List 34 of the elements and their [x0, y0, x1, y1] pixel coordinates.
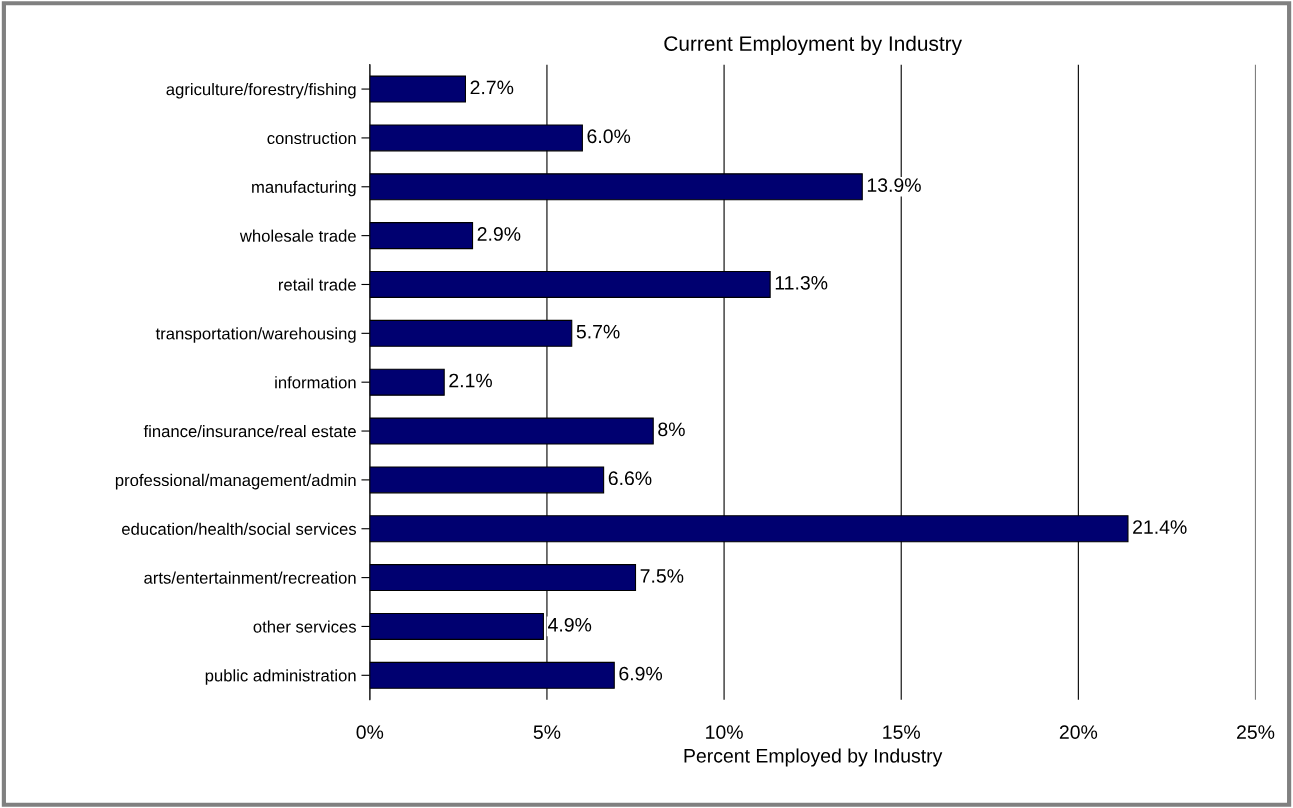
y-tick-label: wholesale trade: [239, 229, 356, 242]
data-label: 5.7%: [576, 324, 620, 339]
x-tick-label: 20%: [1059, 725, 1098, 740]
x-axis-title: Percent Employed by Industry: [684, 748, 943, 767]
x-tick-label: 15%: [883, 725, 920, 740]
chart-title: Current Employment by Industry: [664, 35, 962, 56]
data-label: 13.9%: [867, 178, 921, 192]
x-tick-label: 0%: [356, 725, 384, 740]
y-tick-label: construction: [267, 131, 356, 145]
x-tick-label: 25%: [1237, 725, 1275, 740]
y-tick-label: finance/insurance/real estate: [143, 425, 356, 438]
data-label: 6.6%: [608, 471, 652, 486]
y-tick-label: manufacturing: [252, 180, 356, 197]
data-label: 2.9%: [477, 227, 521, 241]
y-tick-label: professional/management/admin: [115, 473, 356, 490]
data-label: 6.9%: [619, 666, 663, 681]
x-tick-label: 5%: [533, 725, 561, 740]
data-label: 11.3%: [775, 275, 828, 290]
y-tick-label: public administration: [205, 669, 356, 685]
data-label: 8%: [658, 422, 685, 437]
data-label: 7.5%: [640, 569, 684, 583]
data-label: 21.4%: [1133, 520, 1187, 534]
y-tick-label: arts/entertainment/recreation: [144, 571, 356, 584]
data-label: 6.0%: [587, 129, 631, 144]
y-tick-label: transportation/warehousing: [155, 327, 356, 343]
y-tick-label: retail trade: [278, 278, 356, 291]
data-label: 2.1%: [449, 373, 492, 388]
data-label: 2.7%: [470, 80, 514, 95]
y-tick-label: education/health/social services: [122, 522, 357, 535]
x-tick-label: 10%: [706, 725, 743, 740]
y-tick-label: agriculture/forestry/fishing: [166, 83, 356, 99]
y-tick-label: other services: [253, 620, 357, 633]
y-tick-label: information: [275, 376, 356, 389]
data-label: 4.9%: [548, 617, 592, 632]
